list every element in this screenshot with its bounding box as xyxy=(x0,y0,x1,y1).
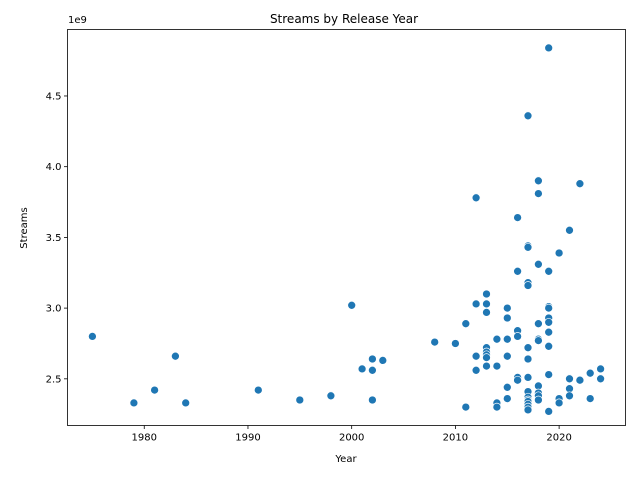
x-tick-label: 1980 xyxy=(132,433,157,444)
data-point xyxy=(502,334,512,344)
data-point xyxy=(326,391,336,401)
data-point xyxy=(150,385,159,395)
data-point xyxy=(492,334,502,344)
data-point xyxy=(596,374,605,384)
data-point xyxy=(368,354,377,364)
data-point xyxy=(482,289,491,299)
data-point xyxy=(544,341,554,351)
y-axis-label: Streams xyxy=(19,207,30,248)
data-point xyxy=(544,266,554,276)
data-point xyxy=(585,368,595,378)
x-tick-label: 2010 xyxy=(443,433,468,444)
y-axis-offset-label: 1e9 xyxy=(68,15,87,26)
data-point xyxy=(534,336,543,345)
data-point xyxy=(523,111,533,121)
data-point xyxy=(534,259,543,269)
data-point xyxy=(534,189,543,198)
data-point xyxy=(502,394,512,403)
y-tick-label: 4.0 xyxy=(46,162,62,173)
data-point xyxy=(523,281,533,290)
data-point xyxy=(482,353,491,362)
data-point xyxy=(482,308,491,317)
data-point xyxy=(534,319,543,329)
data-point xyxy=(575,375,585,385)
plot-area xyxy=(88,43,605,416)
y-tick-label: 2.5 xyxy=(46,374,62,385)
data-point xyxy=(502,351,512,361)
data-point xyxy=(461,319,471,329)
data-point xyxy=(534,395,543,405)
y-tick-label: 4.5 xyxy=(46,91,62,102)
data-point xyxy=(523,343,533,353)
data-point xyxy=(471,193,481,203)
y-tick-label: 3.5 xyxy=(46,233,62,244)
data-point xyxy=(513,375,522,385)
data-point xyxy=(88,332,97,341)
data-point xyxy=(471,299,481,309)
x-axis-label: Year xyxy=(334,454,357,465)
data-point xyxy=(523,242,533,252)
data-point xyxy=(347,300,357,310)
data-point xyxy=(596,364,605,374)
data-point xyxy=(523,405,533,415)
data-point xyxy=(544,370,554,379)
data-point xyxy=(492,402,502,412)
data-point xyxy=(368,365,377,375)
data-point xyxy=(513,213,522,222)
y-axis: 2.5 3.0 3.5 4.0 4.5 xyxy=(46,91,68,385)
data-point xyxy=(471,365,481,375)
axes-frame xyxy=(67,29,626,426)
data-point xyxy=(471,351,481,361)
data-point xyxy=(544,317,554,327)
data-point xyxy=(585,394,595,403)
data-point xyxy=(523,354,533,364)
x-axis: 1980 1990 2000 2010 2020 xyxy=(132,425,572,444)
data-point xyxy=(544,43,554,53)
data-point xyxy=(565,225,574,235)
x-tick-label: 1990 xyxy=(235,433,260,444)
data-point xyxy=(544,407,554,416)
data-point xyxy=(544,303,554,313)
data-point xyxy=(502,303,512,313)
data-point xyxy=(523,373,533,382)
data-point xyxy=(482,361,491,371)
data-point xyxy=(554,398,564,408)
y-tick-label: 3.0 xyxy=(46,304,62,315)
data-point xyxy=(565,391,574,401)
data-point xyxy=(565,374,574,384)
data-point xyxy=(513,266,522,276)
data-point xyxy=(430,337,440,347)
data-point xyxy=(181,398,191,408)
data-point xyxy=(502,382,512,392)
data-point xyxy=(253,385,263,395)
data-point xyxy=(492,361,502,371)
data-point xyxy=(357,364,367,374)
data-point xyxy=(575,179,585,189)
data-point xyxy=(544,327,554,337)
data-point xyxy=(534,176,543,186)
data-point xyxy=(461,402,471,412)
data-point xyxy=(502,313,512,323)
data-point xyxy=(129,398,139,408)
data-point xyxy=(482,299,491,309)
data-point xyxy=(451,339,460,348)
data-point xyxy=(513,332,522,341)
x-tick-label: 2000 xyxy=(339,433,364,444)
x-tick-label: 2020 xyxy=(546,433,571,444)
data-point xyxy=(554,248,564,258)
chart-title: Streams by Release Year xyxy=(270,12,418,26)
data-point xyxy=(295,395,305,405)
data-point xyxy=(171,351,180,361)
data-point xyxy=(378,356,388,365)
data-point xyxy=(368,395,377,405)
